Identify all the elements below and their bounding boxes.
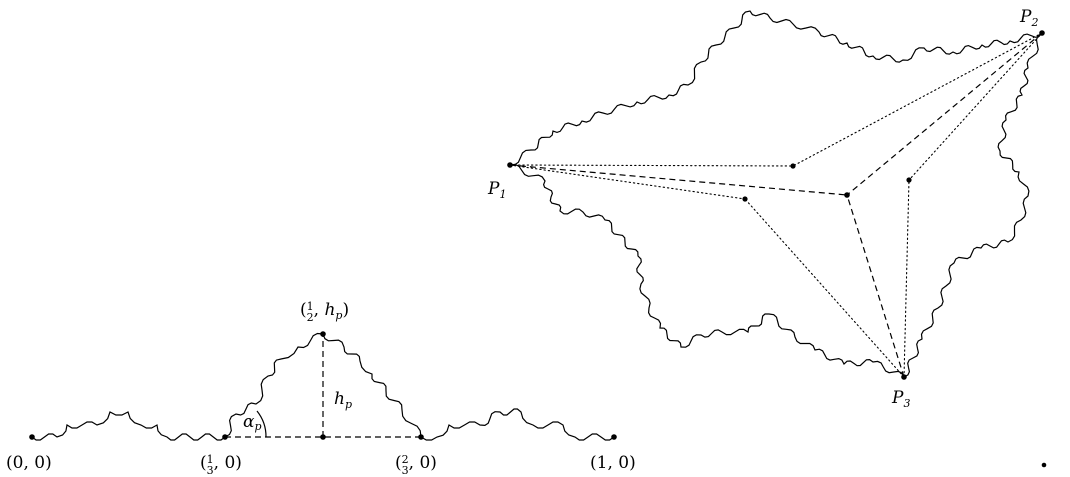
label-apex: (1 2, hp) (300, 300, 349, 324)
p2-point (1039, 30, 1045, 36)
label-two-thirds: (2 3, 0) (395, 453, 437, 477)
fractal-curve-right (509, 10, 1043, 378)
dotted-p3-m2 (744, 198, 905, 378)
label-p1: P1 (487, 179, 506, 201)
midpoint (320, 434, 326, 440)
dotted-p1-m1 (509, 164, 794, 167)
right-figure: P1 P2 P3 (487, 7, 1045, 410)
stray-point (1041, 462, 1047, 468)
one-third-point (222, 434, 228, 440)
label-angle: αp (243, 412, 262, 433)
label-height: hp (334, 389, 352, 411)
label-origin: (0, 0) (6, 453, 52, 473)
label-p3: P3 (891, 388, 910, 410)
p1-point (507, 162, 513, 168)
dotted-p2-m1 (792, 32, 1043, 167)
origin-point (29, 434, 35, 440)
label-p2: P2 (1019, 7, 1038, 29)
label-one-third: (1 3, 0) (200, 453, 242, 477)
mini-centroid-1 (790, 163, 796, 169)
dashed-p1-centroid (509, 164, 848, 196)
mini-centroid-2 (742, 196, 748, 202)
two-thirds-point (418, 434, 424, 440)
dashed-p3-centroid (846, 194, 905, 378)
dotted-p3-m3 (903, 179, 910, 378)
p3-point (901, 374, 907, 380)
angle-arc (256, 410, 267, 438)
dashed-p2-centroid (846, 32, 1043, 196)
one-point (611, 434, 617, 440)
left-figure: (0, 0) (1 3, 0) (2 3, 0) (1, 0) (1 2, hp) h… (6, 300, 636, 477)
centroid-point (844, 192, 850, 198)
apex-point (320, 331, 326, 337)
label-one: (1, 0) (590, 453, 636, 473)
mini-centroid-3 (906, 177, 912, 183)
dotted-p1-m2 (509, 164, 746, 200)
dotted-p2-m3 (908, 32, 1043, 181)
